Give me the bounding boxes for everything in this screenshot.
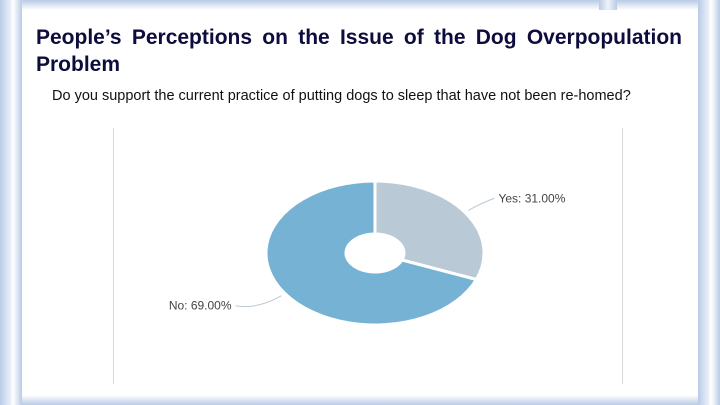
chart-panel: Yes: 31.00% No: 69.00%	[113, 128, 623, 384]
slice-label-no: No: 69.00%	[169, 299, 232, 313]
frame-bottom-border	[0, 395, 720, 405]
slide-title: People’s Perceptions on the Issue of the…	[36, 26, 682, 76]
frame-top-border	[0, 0, 720, 10]
slice-label-yes: Yes: 31.00%	[498, 191, 565, 205]
leader-line-no	[235, 295, 282, 308]
frame-left-border	[0, 0, 22, 405]
pie-slice-no	[264, 179, 479, 327]
leader-line-yes	[468, 197, 495, 211]
donut-chart: Yes: 31.00% No: 69.00%	[169, 179, 566, 327]
survey-question: Do you support the current practice of p…	[52, 88, 631, 104]
frame-right-border	[698, 0, 720, 405]
pie-slice-yes	[373, 179, 486, 282]
